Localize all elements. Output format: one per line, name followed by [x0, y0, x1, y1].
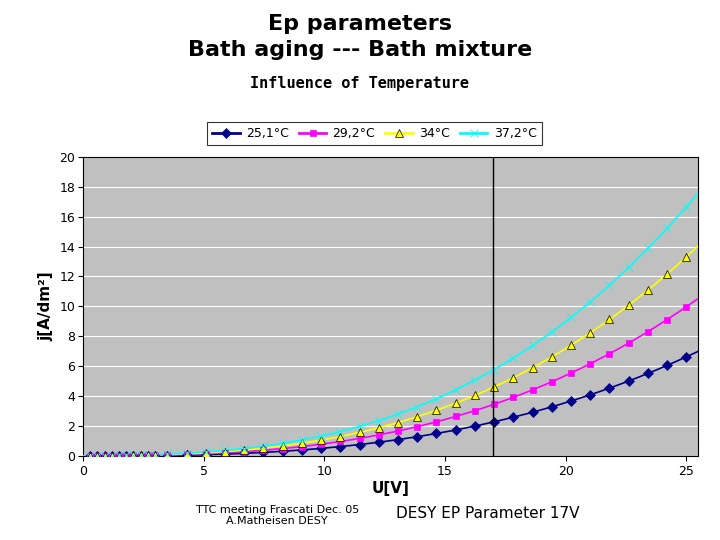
Text: Bath aging --- Bath mixture: Bath aging --- Bath mixture: [188, 40, 532, 60]
Text: Ep parameters: Ep parameters: [268, 14, 452, 33]
Y-axis label: j[A/dm²]: j[A/dm²]: [39, 272, 54, 341]
Legend: 25,1°C, 29,2°C, 34°C, 37,2°C: 25,1°C, 29,2°C, 34°C, 37,2°C: [207, 123, 541, 145]
Text: TTC meeting Frascati Dec. 05
A.Matheisen DESY: TTC meeting Frascati Dec. 05 A.Matheisen…: [196, 505, 359, 526]
Text: Influence of Temperature: Influence of Temperature: [251, 76, 469, 91]
X-axis label: U[V]: U[V]: [372, 481, 410, 496]
Text: DESY EP Parameter 17V: DESY EP Parameter 17V: [396, 506, 580, 521]
